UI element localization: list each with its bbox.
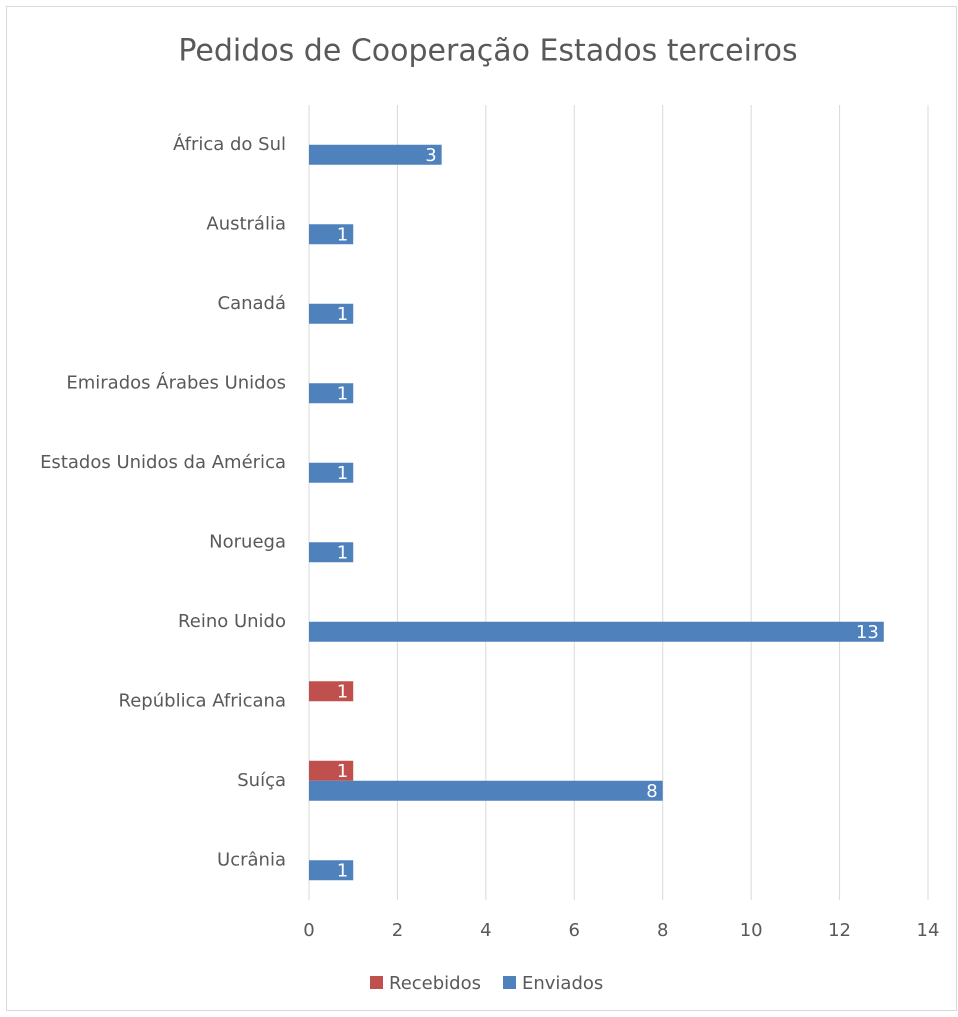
x-tick-label: 14 <box>917 920 940 941</box>
chart-frame <box>6 6 957 1011</box>
bar <box>309 224 354 245</box>
chart-title: Pedidos de Cooperação Estados terceiros <box>178 34 797 69</box>
data-label: 1 <box>337 383 348 404</box>
data-label: 1 <box>337 304 348 325</box>
data-label: 8 <box>646 781 657 802</box>
bar <box>309 760 354 781</box>
x-tick-label: 0 <box>303 920 314 941</box>
bar <box>309 462 354 483</box>
x-tick-label: 6 <box>569 920 580 941</box>
legend-swatch <box>370 976 383 989</box>
data-label: 3 <box>425 145 436 166</box>
y-tick-label: Emirados Árabes Unidos <box>66 371 286 393</box>
y-tick-label: Noruega <box>209 531 286 552</box>
bar <box>309 681 354 702</box>
data-label: 1 <box>337 224 348 245</box>
y-tick-label: Reino Unido <box>178 611 286 632</box>
y-tick-label: Suíça <box>237 770 286 791</box>
legend-label: Recebidos <box>389 973 481 994</box>
bar <box>309 383 354 404</box>
data-label: 1 <box>337 761 348 782</box>
data-label: 1 <box>337 542 348 563</box>
y-tick-label: África do Sul <box>173 133 286 155</box>
y-tick-label: Austrália <box>206 213 286 234</box>
x-tick-label: 4 <box>480 920 491 941</box>
legend-swatch <box>503 976 516 989</box>
y-tick-label: República Africana <box>119 690 286 711</box>
data-label: 1 <box>337 860 348 881</box>
x-tick-label: 2 <box>392 920 403 941</box>
bar <box>309 542 354 563</box>
bar <box>309 144 442 165</box>
y-tick-label: Estados Unidos da América <box>40 452 286 473</box>
data-label: 1 <box>337 681 348 702</box>
data-label: 13 <box>856 622 879 643</box>
legend-label: Enviados <box>522 973 603 994</box>
x-tick-label: 12 <box>828 920 851 941</box>
bar <box>309 621 884 642</box>
bar <box>309 780 663 801</box>
y-tick-label: Ucrânia <box>217 849 286 870</box>
x-tick-label: 8 <box>657 920 668 941</box>
data-label: 1 <box>337 463 348 484</box>
x-tick-label: 10 <box>740 920 763 941</box>
bar <box>309 860 354 881</box>
y-tick-label: Canadá <box>218 293 287 314</box>
bar <box>309 303 354 324</box>
